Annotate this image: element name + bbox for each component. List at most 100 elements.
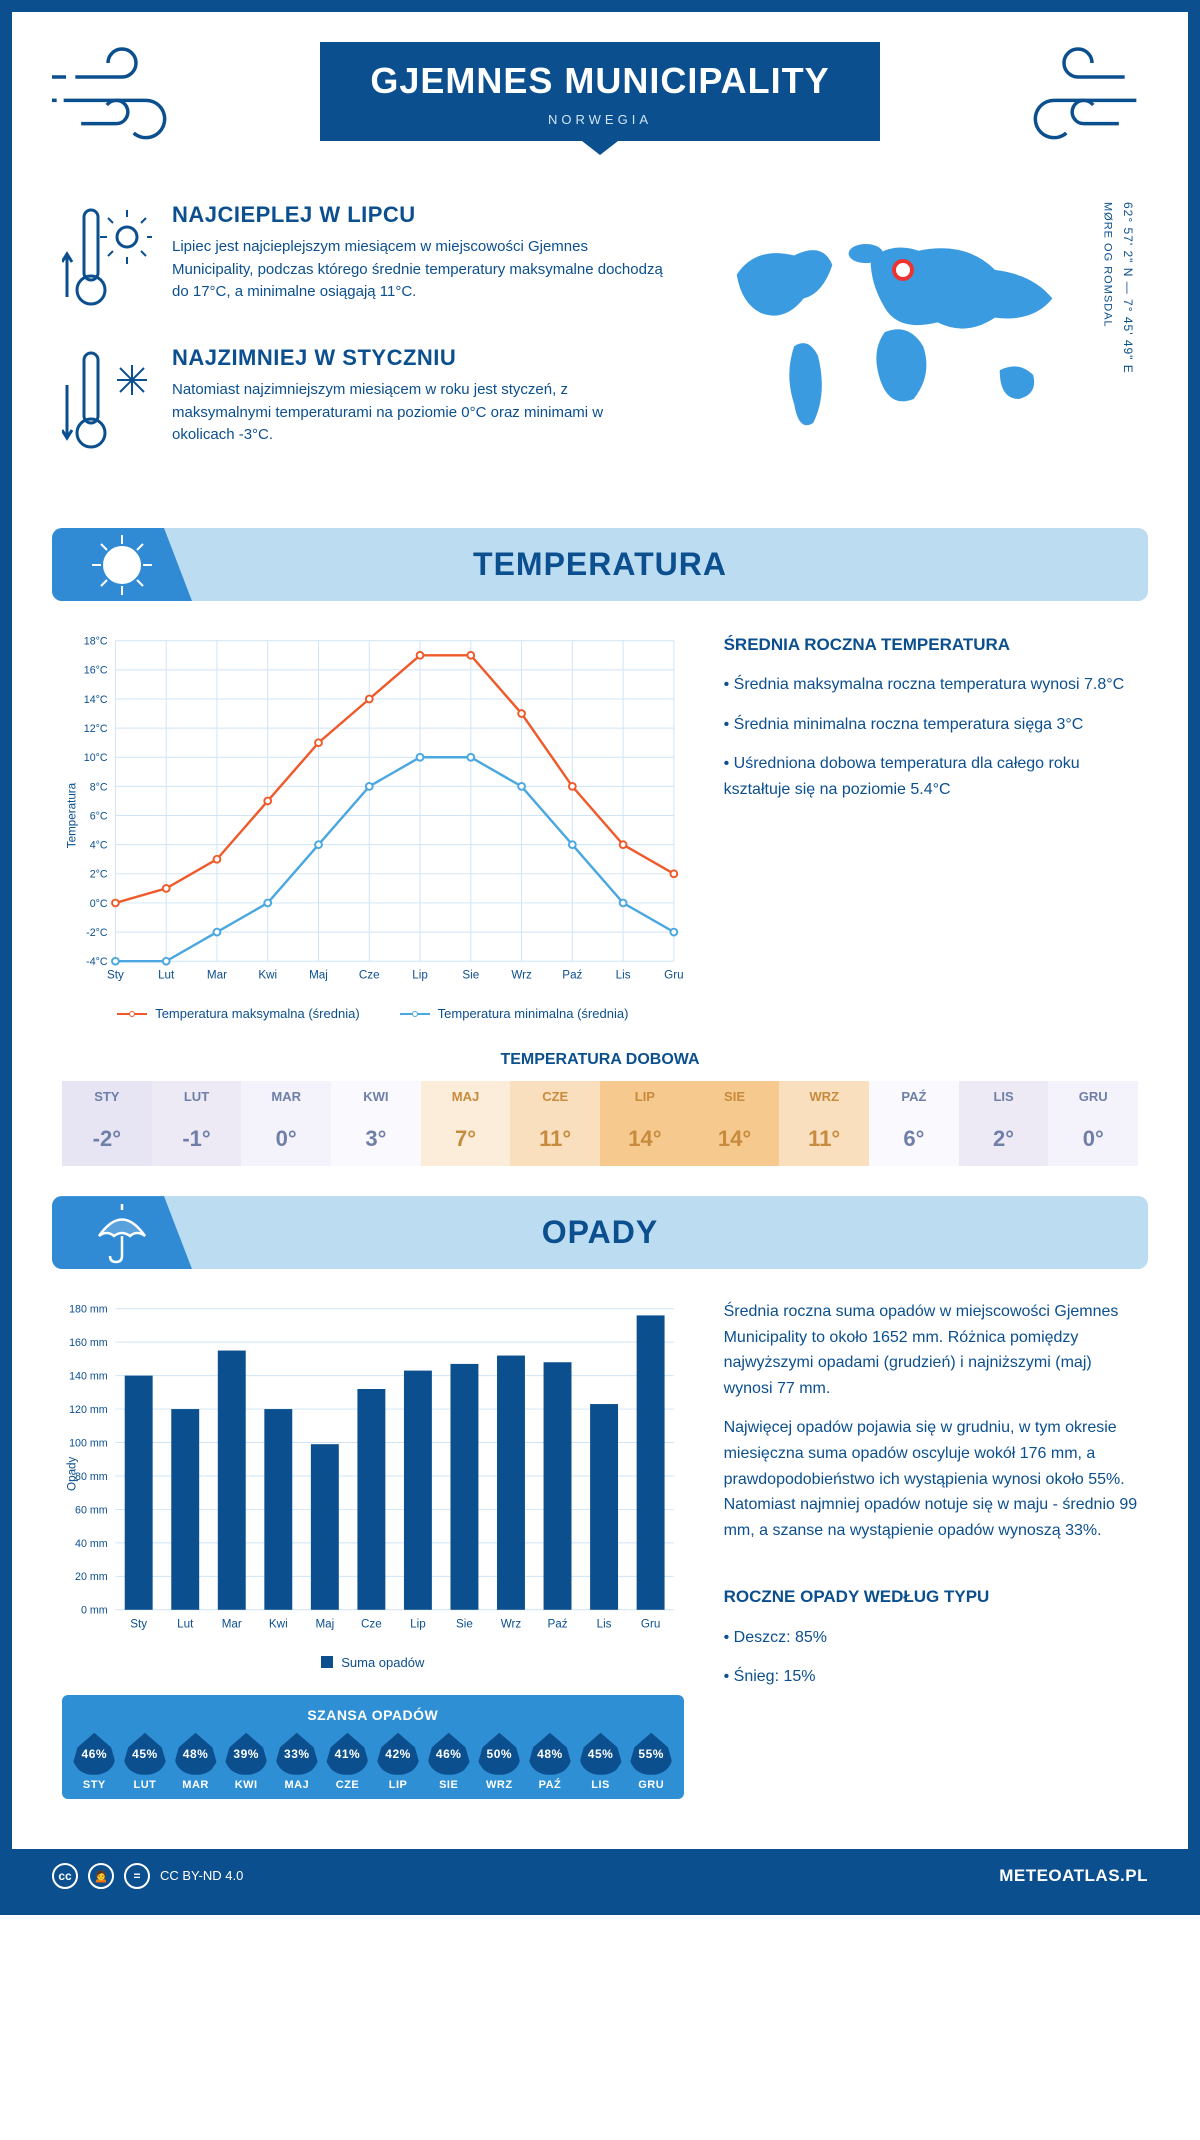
svg-text:16°C: 16°C xyxy=(84,665,108,677)
page: GJEMNES MUNICIPALITY NORWEGIA xyxy=(0,0,1200,1915)
daily-temp-heading: TEMPERATURA DOBOWA xyxy=(12,1051,1188,1069)
svg-text:Lis: Lis xyxy=(616,969,631,982)
section-title: OPADY xyxy=(82,1214,1118,1251)
temperature-banner: TEMPERATURA xyxy=(52,528,1148,601)
precip-legend: Suma opadów xyxy=(62,1655,684,1670)
section-title: TEMPERATURA xyxy=(82,546,1118,583)
svg-text:Paź: Paź xyxy=(548,1617,568,1630)
coldest-info: NAJZIMNIEJ W STYCZNIU Natomiast najzimni… xyxy=(62,345,668,460)
precipitation-chart: 0 mm20 mm40 mm60 mm80 mm100 mm120 mm140 … xyxy=(62,1299,684,1819)
svg-text:Lip: Lip xyxy=(412,969,428,982)
chance-cell: 46% STY xyxy=(73,1733,115,1791)
legend-min: Temperatura minimalna (średnia) xyxy=(438,1006,629,1021)
svg-text:Sty: Sty xyxy=(107,969,124,982)
umbrella-icon xyxy=(52,1196,192,1269)
svg-text:Sty: Sty xyxy=(130,1617,147,1630)
warmest-info: NAJCIEPLEJ W LIPCU Lipiec jest najcieple… xyxy=(62,202,668,317)
svg-text:0 mm: 0 mm xyxy=(81,1605,108,1617)
daily-cell: CZE 11° xyxy=(510,1081,600,1166)
svg-text:Maj: Maj xyxy=(309,969,328,982)
svg-text:Maj: Maj xyxy=(315,1617,334,1630)
svg-text:0°C: 0°C xyxy=(90,898,108,910)
svg-text:Wrz: Wrz xyxy=(511,969,532,982)
by-type-rain: • Deszcz: 85% xyxy=(724,1625,1138,1651)
thermometer-sun-icon xyxy=(62,202,152,317)
by-icon: 🙍 xyxy=(88,1863,114,1889)
warmest-text: Lipiec jest najcieplejszym miesiącem w m… xyxy=(172,236,668,304)
chance-heading: SZANSA OPADÓW xyxy=(70,1707,676,1723)
daily-cell: MAJ 7° xyxy=(421,1081,511,1166)
svg-text:120 mm: 120 mm xyxy=(69,1404,108,1416)
chance-cell: 48% PAŹ xyxy=(529,1733,571,1791)
svg-text:Kwi: Kwi xyxy=(269,1617,288,1630)
region-line: MØRE OG ROMSDAL xyxy=(1097,202,1117,374)
svg-text:60 mm: 60 mm xyxy=(75,1504,108,1516)
temperature-chart: -4°C-2°C0°C2°C4°C6°C8°C10°C12°C14°C16°C1… xyxy=(62,631,684,1021)
by-type-heading: ROCZNE OPADY WEDŁUG TYPU xyxy=(724,1583,1138,1610)
chance-cell: 41% CZE xyxy=(326,1733,368,1791)
temp-summary: ŚREDNIA ROCZNA TEMPERATURA • Średnia mak… xyxy=(724,631,1138,1021)
svg-text:6°C: 6°C xyxy=(90,810,108,822)
chance-cell: 46% SIE xyxy=(428,1733,470,1791)
temp-legend: Temperatura maksymalna (średnia) Tempera… xyxy=(62,1006,684,1021)
by-type-snow: • Śnieg: 15% xyxy=(724,1664,1138,1690)
daily-cell: MAR 0° xyxy=(241,1081,331,1166)
chance-cell: 39% KWI xyxy=(225,1733,267,1791)
svg-text:14°C: 14°C xyxy=(84,694,108,706)
temp-bullet: • Średnia maksymalna roczna temperatura … xyxy=(724,672,1138,698)
wind-icon xyxy=(1008,42,1148,152)
warmest-title: NAJCIEPLEJ W LIPCU xyxy=(172,202,668,228)
cc-icon: cc xyxy=(52,1863,78,1889)
svg-text:-2°C: -2°C xyxy=(86,927,108,939)
svg-text:100 mm: 100 mm xyxy=(69,1437,108,1449)
svg-text:180 mm: 180 mm xyxy=(69,1304,108,1316)
precip-p2: Najwięcej opadów pojawia się w grudniu, … xyxy=(724,1415,1138,1543)
precip-summary: Średnia roczna suma opadów w miejscowośc… xyxy=(724,1299,1138,1819)
svg-text:Temperatura: Temperatura xyxy=(66,782,79,848)
svg-text:Gru: Gru xyxy=(664,969,683,982)
header: GJEMNES MUNICIPALITY NORWEGIA xyxy=(12,12,1188,172)
chance-cell: 33% MAJ xyxy=(276,1733,318,1791)
svg-text:Lut: Lut xyxy=(158,969,175,982)
precip-chance-box: SZANSA OPADÓW 46% STY 45% LUT 48% MAR 39… xyxy=(62,1695,684,1799)
daily-cell: GRU 0° xyxy=(1048,1081,1138,1166)
thermometer-snow-icon xyxy=(62,345,152,460)
svg-text:Mar: Mar xyxy=(222,1617,242,1630)
svg-text:Lis: Lis xyxy=(597,1617,612,1630)
footer: cc 🙍 = CC BY-ND 4.0 METEOATLAS.PL xyxy=(12,1849,1188,1903)
svg-text:10°C: 10°C xyxy=(84,752,108,764)
svg-text:Lut: Lut xyxy=(177,1617,194,1630)
page-subtitle: NORWEGIA xyxy=(350,112,850,131)
temp-bullet: • Uśredniona dobowa temperatura dla całe… xyxy=(724,751,1138,802)
wind-icon xyxy=(52,42,192,152)
chance-cell: 45% LUT xyxy=(124,1733,166,1791)
daily-cell: STY -2° xyxy=(62,1081,152,1166)
coldest-title: NAJZIMNIEJ W STYCZNIU xyxy=(172,345,668,371)
license: cc 🙍 = CC BY-ND 4.0 xyxy=(52,1863,243,1889)
svg-text:18°C: 18°C xyxy=(84,636,108,648)
svg-text:Cze: Cze xyxy=(361,1617,382,1630)
precipitation-banner: OPADY xyxy=(52,1196,1148,1269)
svg-text:40 mm: 40 mm xyxy=(75,1538,108,1550)
legend-max: Temperatura maksymalna (średnia) xyxy=(155,1006,359,1021)
svg-text:80 mm: 80 mm xyxy=(75,1471,108,1483)
svg-text:Sie: Sie xyxy=(462,969,479,982)
svg-text:Mar: Mar xyxy=(207,969,227,982)
chance-cell: 48% MAR xyxy=(175,1733,217,1791)
svg-text:Lip: Lip xyxy=(410,1617,426,1630)
svg-text:Paź: Paź xyxy=(562,969,582,982)
daily-cell: PAŹ 6° xyxy=(869,1081,959,1166)
svg-text:Kwi: Kwi xyxy=(258,969,277,982)
temp-summary-heading: ŚREDNIA ROCZNA TEMPERATURA xyxy=(724,631,1138,658)
svg-text:2°C: 2°C xyxy=(90,869,108,881)
svg-text:4°C: 4°C xyxy=(90,840,108,852)
chance-cell: 42% LIP xyxy=(377,1733,419,1791)
sun-icon xyxy=(52,528,192,601)
daily-cell: WRZ 11° xyxy=(779,1081,869,1166)
title-banner: GJEMNES MUNICIPALITY NORWEGIA xyxy=(222,42,978,141)
daily-cell: KWI 3° xyxy=(331,1081,421,1166)
svg-text:20 mm: 20 mm xyxy=(75,1571,108,1583)
license-text: CC BY-ND 4.0 xyxy=(160,1868,243,1883)
page-title: GJEMNES MUNICIPALITY xyxy=(350,60,850,102)
chance-cell: 45% LIS xyxy=(580,1733,622,1791)
